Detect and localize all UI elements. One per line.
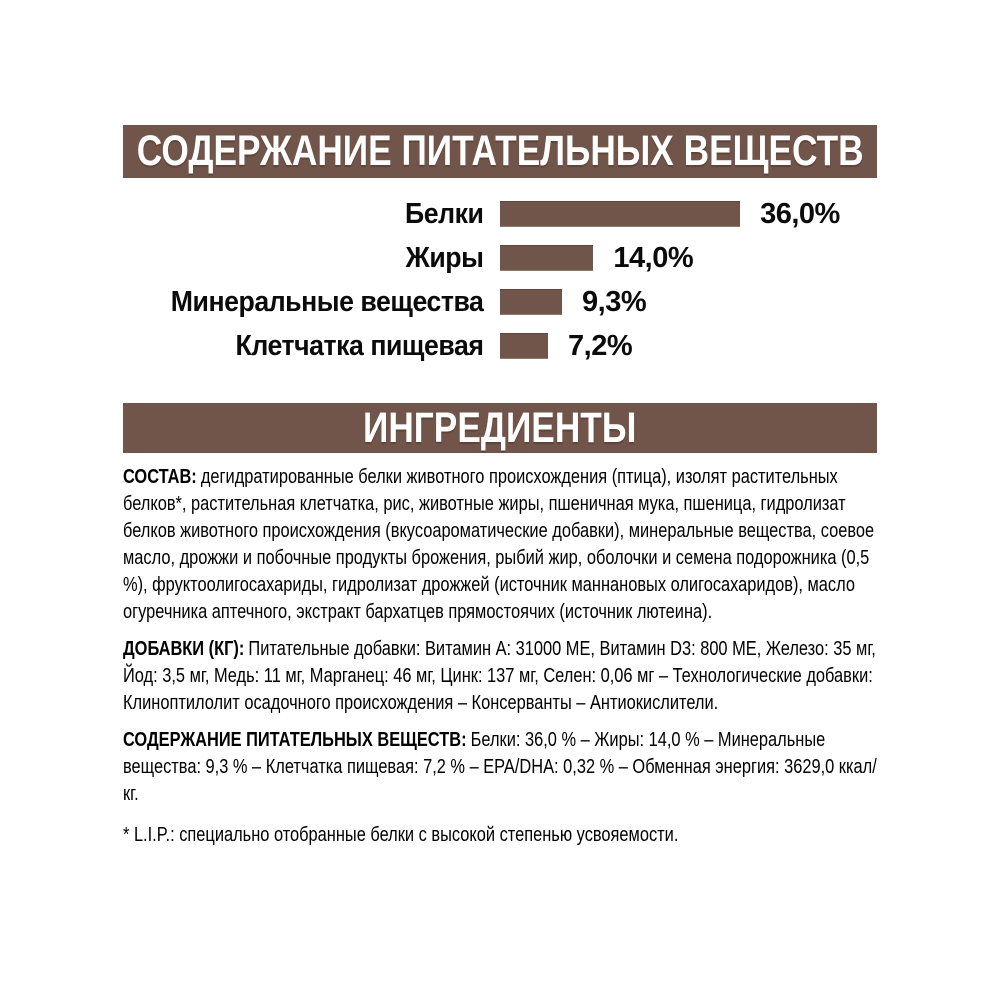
ingredients-header-title: ИНГРЕДИЕНТЫ [363,403,637,452]
chart-value-label: 36,0% [760,197,840,230]
chart-category-label: Жиры [405,241,484,274]
chart-bar [500,333,549,359]
additives-label: ДОБАВКИ (КГ): [123,638,245,660]
chart-row: Белки 36,0% [123,198,877,230]
chart-bar [500,289,563,315]
ingredients-header-band: ИНГРЕДИЕНТЫ [123,403,877,453]
chart-bar [500,245,594,271]
chart-category-label: Клетчатка пищевая [235,329,484,362]
nutrient-content-text: Белки: 36,0 % – Жиры: 14,0 % – Минеральн… [123,729,877,805]
nutrients-header-band: СОДЕРЖАНИЕ ПИТАТЕЛЬНЫХ ВЕЩЕСТВ [123,125,877,178]
additives-text: Питательные добавки: Витамин A: 31000 МЕ… [123,638,876,714]
ingredients-text-block: СОСТАВ: дегидратированные белки животного… [123,464,877,849]
chart-value-label: 14,0% [613,241,694,274]
lip-footnote: * L.I.P.: специально отобранные белки с … [123,824,679,846]
composition-text: дегидратированные белки животного происх… [123,466,875,623]
nutrients-header-title: СОДЕРЖАНИЕ ПИТАТЕЛЬНЫХ ВЕЩЕСТВ [136,127,864,175]
chart-row: Жиры 14,0% [123,242,877,274]
chart-category-label: Белки [405,197,484,230]
chart-value-label: 7,2% [568,329,633,362]
chart-bar [500,201,741,227]
additives-paragraph: ДОБАВКИ (КГ): Питательные добавки: Витами… [123,636,877,717]
composition-paragraph: СОСТАВ: дегидратированные белки животного… [123,464,877,626]
nutrient-content-paragraph: СОДЕРЖАНИЕ ПИТАТЕЛЬНЫХ ВЕЩЕСТВ: Белки: 36… [123,727,877,808]
chart-row: Минеральные вещества 9,3% [123,286,877,318]
chart-value-label: 9,3% [582,285,647,318]
chart-category-label: Минеральные вещества [170,285,484,318]
chart-row: Клетчатка пищевая 7,2% [123,330,877,362]
nutrient-content-label: СОДЕРЖАНИЕ ПИТАТЕЛЬНЫХ ВЕЩЕСТВ: [123,729,467,751]
composition-label: СОСТАВ: [123,466,197,488]
nutrients-bar-chart: Белки 36,0% Жиры 14,0% Минеральные вещества 9… [123,198,877,377]
